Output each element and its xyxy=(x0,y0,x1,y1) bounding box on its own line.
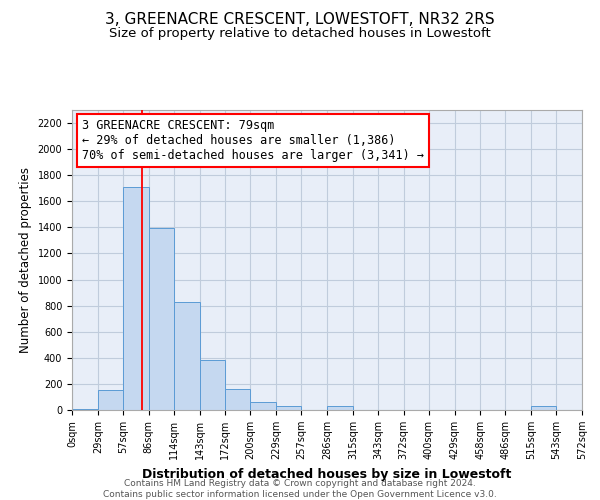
Bar xyxy=(199,360,226,410)
Text: 3, GREENACRE CRESCENT, LOWESTOFT, NR32 2RS: 3, GREENACRE CRESCENT, LOWESTOFT, NR32 2… xyxy=(105,12,495,28)
Bar xyxy=(173,302,199,410)
Text: Contains HM Land Registry data © Crown copyright and database right 2024.: Contains HM Land Registry data © Crown c… xyxy=(124,479,476,488)
Bar xyxy=(276,406,301,410)
Bar xyxy=(149,228,173,410)
Text: Contains public sector information licensed under the Open Government Licence v3: Contains public sector information licen… xyxy=(103,490,497,499)
Bar xyxy=(98,390,123,410)
Bar xyxy=(123,187,149,410)
Bar xyxy=(250,402,276,410)
Bar xyxy=(531,406,556,410)
Y-axis label: Number of detached properties: Number of detached properties xyxy=(19,167,32,353)
Bar xyxy=(72,408,98,410)
X-axis label: Distribution of detached houses by size in Lowestoft: Distribution of detached houses by size … xyxy=(142,468,512,480)
Bar xyxy=(327,406,353,410)
Bar xyxy=(226,389,250,410)
Text: Size of property relative to detached houses in Lowestoft: Size of property relative to detached ho… xyxy=(109,28,491,40)
Text: 3 GREENACRE CRESCENT: 79sqm
← 29% of detached houses are smaller (1,386)
70% of : 3 GREENACRE CRESCENT: 79sqm ← 29% of det… xyxy=(82,119,424,162)
